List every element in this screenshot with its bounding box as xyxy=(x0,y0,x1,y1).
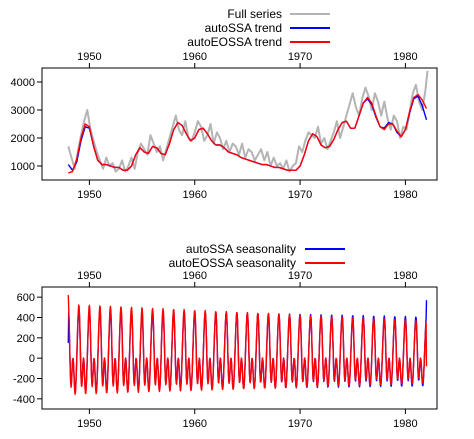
y-tick-label: 4000 xyxy=(11,77,35,89)
x-tick-label: 1980 xyxy=(393,418,417,430)
y-tick-label: -200 xyxy=(13,374,35,386)
trend-x-axis: 1950 1950 1960 1960 1970 1970 1980 1980 xyxy=(77,51,417,201)
seasonality-x-axis: 1950 1950 1960 1960 1970 1970 1980 1980 xyxy=(77,270,417,430)
legend-label: autoSSA trend xyxy=(205,21,282,35)
y-tick-label: 200 xyxy=(17,333,35,345)
x-tick-label-top: 1970 xyxy=(288,51,312,63)
x-tick-label: 1960 xyxy=(182,418,206,430)
x-tick-label: 1950 xyxy=(77,418,101,430)
seasonality-series xyxy=(67,295,428,395)
x-tick-label-top: 1960 xyxy=(182,51,206,63)
trend-y-axis: 1000 2000 3000 4000 xyxy=(11,77,42,173)
x-tick-label: 1970 xyxy=(288,418,312,430)
series-line-full-series xyxy=(67,70,429,173)
y-tick-label: 1000 xyxy=(11,161,35,173)
y-tick-label: 2000 xyxy=(11,133,35,145)
seasonality-plot-frame xyxy=(41,286,438,410)
x-tick-label: 1960 xyxy=(182,189,206,201)
trend-plot-frame xyxy=(41,67,438,181)
y-tick-label: 600 xyxy=(17,292,35,304)
x-tick-label: 1970 xyxy=(288,189,312,201)
x-tick-label-top: 1970 xyxy=(288,270,312,282)
x-tick-label: 1980 xyxy=(393,189,417,201)
legend-label: autoEOSSA seasonality xyxy=(169,256,296,270)
y-tick-label: 3000 xyxy=(11,105,35,117)
x-tick-label-top: 1980 xyxy=(393,51,417,63)
legend-label: Full series xyxy=(227,7,282,21)
x-tick-label: 1950 xyxy=(77,189,101,201)
legend-label: autoSSA seasonality xyxy=(186,242,296,256)
series-line-autoeossa-trend xyxy=(68,93,428,174)
x-tick-label-top: 1960 xyxy=(182,270,206,282)
x-tick-label-top: 1950 xyxy=(77,51,101,63)
trend-series xyxy=(67,70,429,174)
y-tick-label: 0 xyxy=(29,353,35,365)
seasonality-y-axis: -400 -200 0 200 400 600 xyxy=(13,292,42,406)
series-line-autoeossa-seasonality xyxy=(67,295,428,395)
x-tick-label-top: 1980 xyxy=(393,270,417,282)
y-tick-label: -400 xyxy=(13,394,35,406)
y-tick-label: 400 xyxy=(17,313,35,325)
x-tick-label-top: 1950 xyxy=(77,270,101,282)
legend-label: autoEOSSA trend xyxy=(187,35,282,49)
